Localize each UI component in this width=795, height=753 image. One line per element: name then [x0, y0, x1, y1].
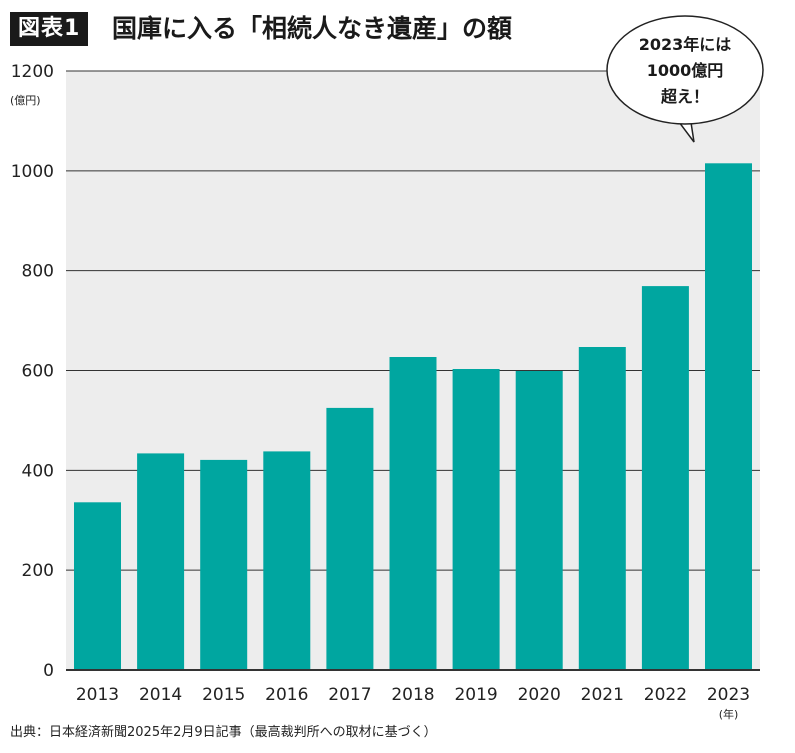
- bars: [66, 163, 760, 671]
- chart-title: 国庫に入る「相続人なき遺産」の額: [112, 14, 513, 43]
- x-tick-label: 2021: [581, 685, 624, 705]
- callout-text-line: 1000億円: [647, 61, 724, 80]
- y-tick-label: 1000: [11, 162, 54, 182]
- bar-2016: [263, 451, 311, 670]
- y-axis-ticks: 0 200 400 600 800 1000 1200: [11, 62, 54, 681]
- x-tick-label: 2023: [707, 685, 750, 705]
- callout-text-line: 2023年には: [639, 35, 732, 54]
- y-tick-label: 800: [22, 262, 54, 282]
- x-tick-label: 2014: [139, 685, 182, 705]
- x-axis-ticks: 2013 2014 2015 2016 2017 2018 2019 2020 2021 2022…: [76, 685, 750, 705]
- y-axis-unit-label: (億円): [10, 94, 41, 107]
- y-tick-label: 0: [43, 661, 54, 681]
- x-tick-label: 2020: [518, 685, 561, 705]
- bar-2023: [705, 163, 752, 671]
- x-tick-label: 2016: [265, 685, 308, 705]
- x-tick-label: 2018: [391, 685, 434, 705]
- callout-bubble: 2023年には 1000億円 超え！: [606, 15, 764, 143]
- y-tick-label: 400: [22, 461, 54, 481]
- callout-text-line: 超え！: [660, 87, 709, 106]
- y-tick-label: 600: [22, 362, 54, 382]
- y-tick-label: 1200: [11, 62, 54, 82]
- x-tick-label: 2022: [644, 685, 687, 705]
- x-tick-label: 2013: [76, 685, 119, 705]
- x-tick-label: 2017: [328, 685, 371, 705]
- x-axis-unit-label: (年): [719, 707, 739, 721]
- x-tick-label: 2019: [454, 685, 497, 705]
- bar-2020: [515, 371, 563, 670]
- y-tick-label: 200: [22, 561, 54, 581]
- bar-2021: [578, 347, 626, 670]
- figure-number-badge: 図表1: [10, 12, 89, 46]
- bar-2014: [137, 453, 185, 670]
- x-tick-label: 2015: [202, 685, 245, 705]
- bar-2017: [326, 407, 374, 670]
- bar-2018: [389, 357, 437, 670]
- source-note: 出典：日本経済新聞2025年2月9日記事（最高裁判所への取材に基づく）: [10, 725, 437, 740]
- bar-2013: [74, 502, 121, 670]
- bar-2022: [641, 286, 689, 670]
- bar-2015: [200, 459, 248, 670]
- callout-body: [606, 15, 764, 125]
- callout-tail-joint: [677, 112, 690, 119]
- bar-2019: [452, 369, 500, 670]
